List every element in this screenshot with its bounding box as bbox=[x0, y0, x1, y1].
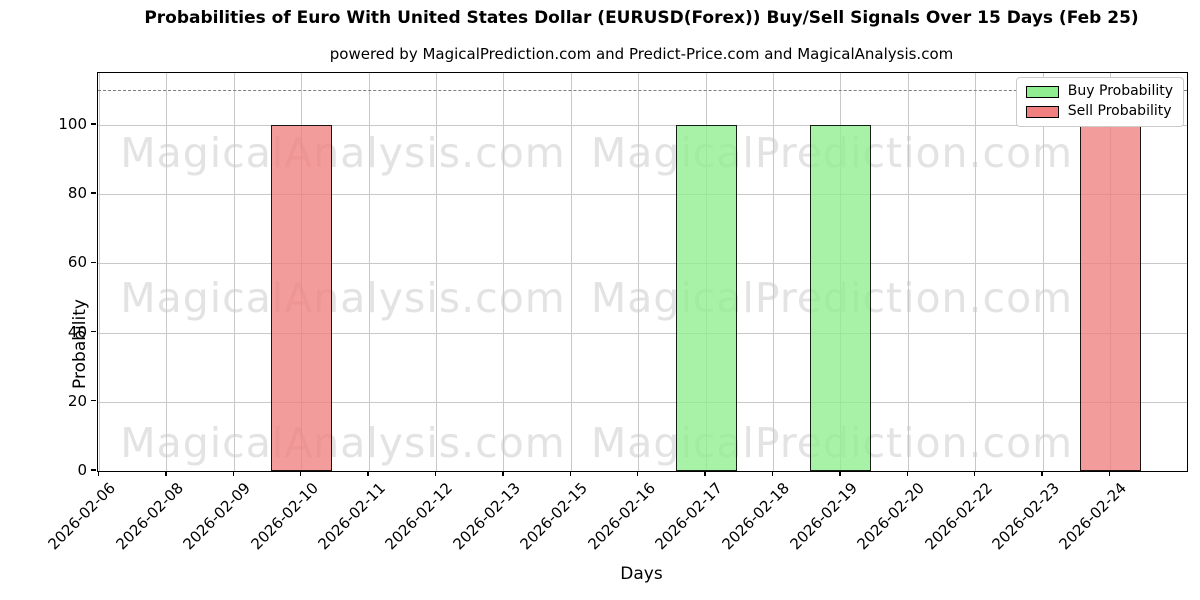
buy-probability-bar bbox=[675, 124, 737, 471]
x-tick bbox=[502, 471, 504, 476]
y-tick bbox=[91, 400, 96, 402]
plot-area: Probability Buy Probability Sell Probabi… bbox=[70, 72, 1188, 472]
buy-probability-bar bbox=[810, 124, 872, 471]
x-tick bbox=[637, 471, 639, 476]
x-tick-label: 2026-02-16 bbox=[584, 479, 659, 554]
vertical-gridline bbox=[368, 73, 370, 471]
chart-subtitle: powered by MagicalPrediction.com and Pre… bbox=[329, 45, 954, 63]
legend-entry-buy: Buy Probability bbox=[1025, 83, 1173, 99]
x-tick bbox=[974, 471, 976, 476]
x-axis-label: Days bbox=[620, 564, 663, 584]
y-tick-label: 40 bbox=[67, 322, 87, 341]
horizontal-gridline bbox=[98, 401, 1187, 403]
x-tick bbox=[434, 471, 437, 476]
chart-title: Probabilities of Euro With United States… bbox=[144, 8, 1139, 28]
vertical-gridline bbox=[99, 73, 100, 471]
x-tick bbox=[97, 471, 100, 476]
legend-entry-sell: Sell Probability bbox=[1025, 103, 1173, 120]
legend-label-sell: Sell Probability bbox=[1067, 103, 1172, 120]
x-tick bbox=[771, 471, 774, 476]
x-tick bbox=[1108, 471, 1111, 476]
x-tick-label: 2026-02-20 bbox=[853, 479, 929, 554]
y-tick bbox=[91, 261, 96, 263]
buy-swatch bbox=[1025, 85, 1059, 98]
y-tick-label: 0 bbox=[77, 461, 87, 479]
x-tick-label: 2026-02-18 bbox=[718, 479, 794, 554]
y-tick-label: 100 bbox=[58, 114, 87, 133]
y-tick bbox=[91, 123, 96, 125]
watermark-text: MagicalAnalysis.com bbox=[120, 129, 566, 177]
vertical-gridline bbox=[907, 73, 909, 471]
y-tick bbox=[91, 469, 96, 471]
x-tick-label: 2026-02-15 bbox=[516, 479, 592, 554]
threshold-dashline bbox=[98, 90, 1187, 92]
vertical-gridline bbox=[773, 73, 774, 471]
x-tick-label: 2026-02-10 bbox=[247, 479, 322, 554]
x-tick bbox=[1041, 471, 1043, 476]
horizontal-gridline bbox=[98, 332, 1187, 334]
y-axis-label: Probability bbox=[70, 299, 90, 389]
sell-probability-bar bbox=[1080, 124, 1141, 471]
vertical-gridline bbox=[233, 73, 235, 471]
x-tick bbox=[569, 471, 571, 476]
x-tick bbox=[165, 471, 167, 476]
x-tick-label: 2026-02-11 bbox=[314, 479, 389, 554]
x-tick bbox=[232, 471, 234, 476]
legend: Buy Probability Sell Probability bbox=[1015, 77, 1184, 127]
x-tick-label: 2026-02-08 bbox=[112, 479, 187, 554]
x-tick-label: 2026-02-24 bbox=[1055, 479, 1131, 554]
x-tick-label: 2026-02-19 bbox=[786, 479, 861, 554]
vertical-gridline bbox=[975, 73, 977, 471]
vertical-gridline bbox=[570, 73, 572, 471]
vertical-gridline bbox=[503, 73, 505, 471]
x-tick bbox=[839, 471, 841, 476]
watermark-text: MagicalAnalysis.com bbox=[120, 419, 566, 467]
vertical-gridline bbox=[1042, 73, 1044, 471]
x-tick-label: 2026-02-23 bbox=[988, 479, 1063, 554]
x-tick bbox=[300, 471, 302, 476]
x-tick bbox=[367, 471, 369, 476]
x-tick bbox=[906, 471, 908, 476]
x-tick-label: 2026-02-13 bbox=[449, 479, 524, 554]
vertical-gridline bbox=[638, 73, 640, 471]
y-tick bbox=[91, 330, 96, 333]
x-tick-label: 2026-02-12 bbox=[381, 479, 457, 554]
watermark-text: MagicalAnalysis.com bbox=[120, 274, 566, 322]
vertical-gridline bbox=[166, 73, 168, 471]
horizontal-gridline bbox=[98, 263, 1187, 265]
sell-swatch bbox=[1025, 106, 1059, 119]
x-tick-label: 2026-02-06 bbox=[44, 479, 120, 554]
x-tick bbox=[704, 471, 706, 476]
horizontal-gridline bbox=[98, 124, 1187, 126]
sell-probability-bar bbox=[271, 124, 333, 471]
x-tick-label: 2026-02-22 bbox=[921, 479, 996, 554]
x-tick-label: 2026-02-09 bbox=[179, 479, 255, 554]
y-tick bbox=[91, 192, 96, 194]
x-tick-label: 2026-02-17 bbox=[651, 479, 726, 554]
horizontal-gridline bbox=[98, 194, 1187, 196]
vertical-gridline bbox=[436, 73, 437, 471]
y-tick-label: 80 bbox=[67, 184, 87, 203]
legend-label-buy: Buy Probability bbox=[1067, 83, 1173, 99]
y-tick-label: 20 bbox=[67, 391, 87, 410]
y-tick-label: 60 bbox=[67, 253, 87, 272]
